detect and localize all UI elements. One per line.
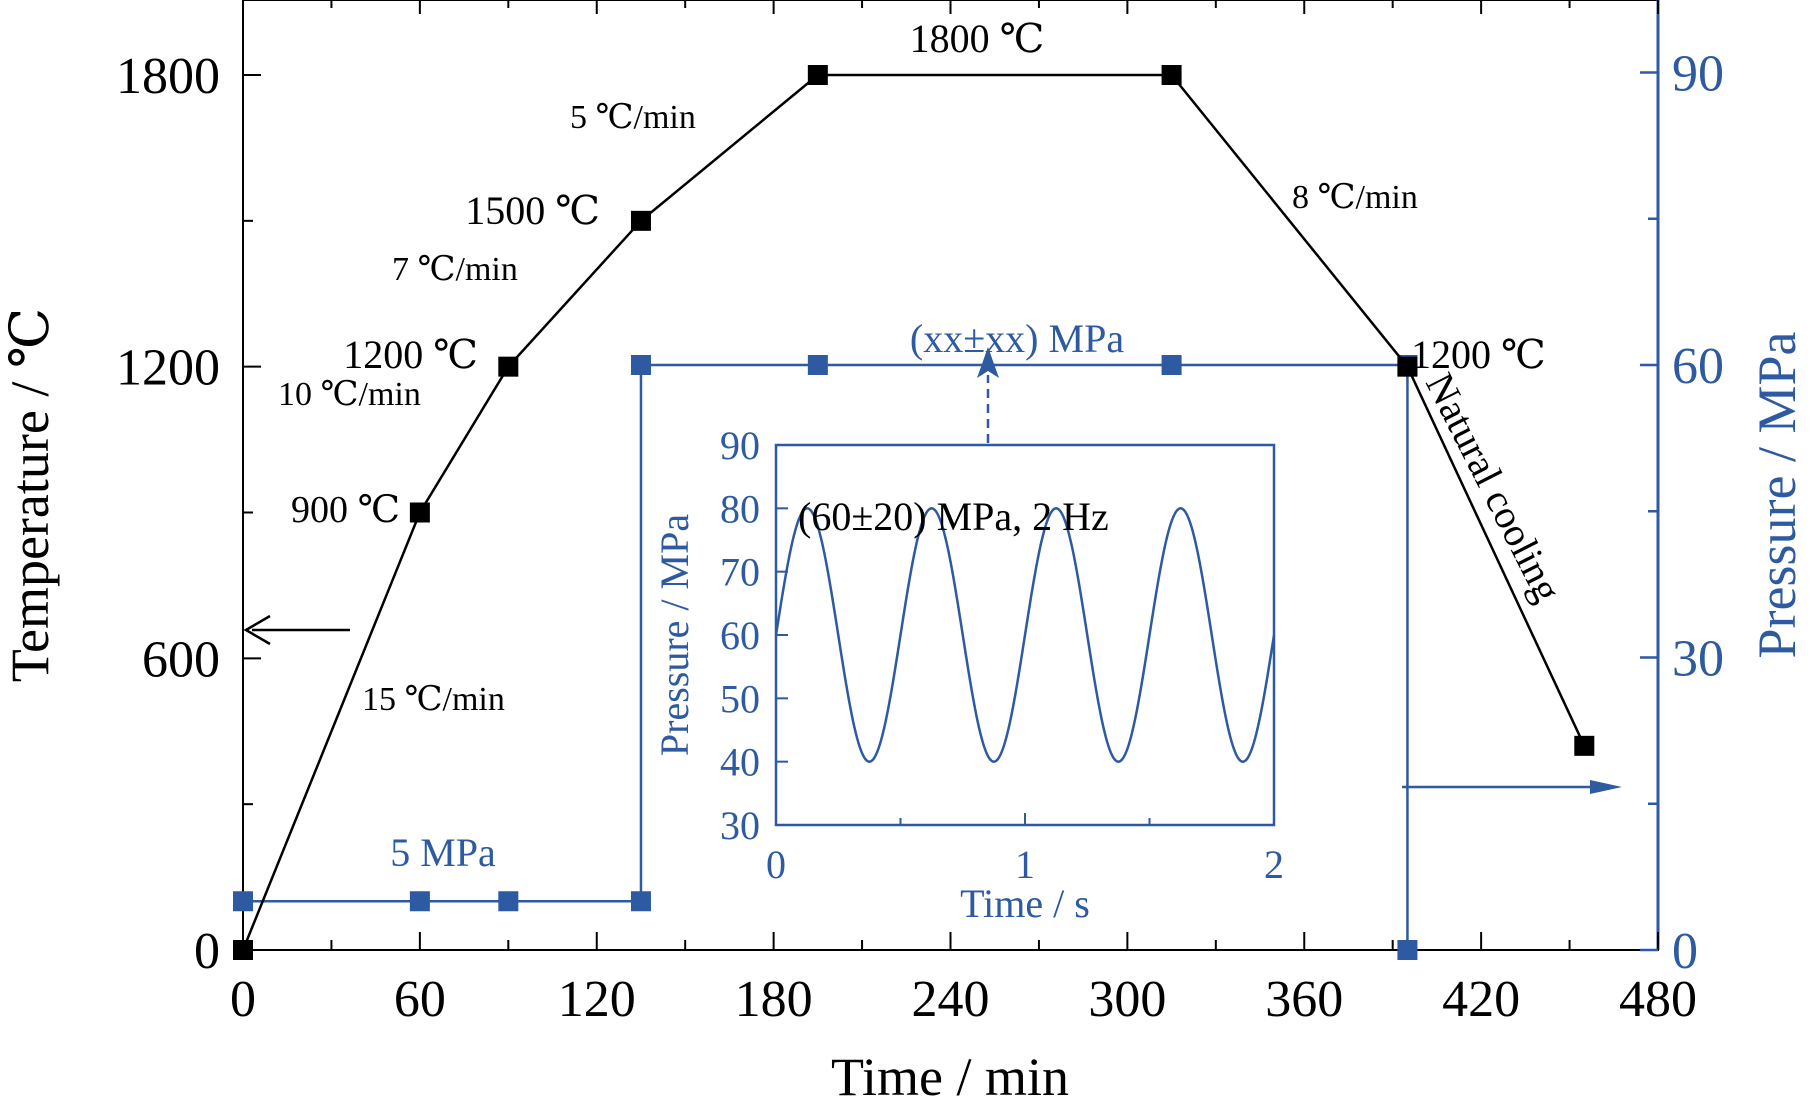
y-left-tick-label: 600 — [142, 631, 220, 688]
pressure-marker — [630, 355, 651, 375]
x-tick-label: 60 — [394, 971, 446, 1028]
temperature-marker — [1397, 356, 1418, 377]
inset-y-tick-label: 50 — [720, 676, 760, 721]
rate-label-8: 8 ℃/min — [1292, 179, 1418, 216]
y-left-tick-label: 0 — [194, 923, 220, 980]
temperature-marker — [807, 65, 828, 85]
temperature-marker — [630, 210, 651, 231]
rate-label-7: 7 ℃/min — [392, 251, 518, 288]
x-tick-label: 180 — [735, 971, 813, 1028]
inset-link-arrowhead — [977, 347, 999, 378]
main-axes: 0 60 120 180 240 300 360 420 4800600120018000306… — [116, 0, 1724, 1028]
x-axis-title: Time / min — [831, 1047, 1069, 1101]
pressure-marker — [409, 891, 430, 912]
x-tick-label: 120 — [558, 971, 636, 1028]
y-right-tick-label: 90 — [1672, 46, 1724, 103]
y-axis-title-right: Pressure / MPa — [1747, 331, 1807, 658]
pressure-marker — [807, 355, 828, 375]
inset-y-tick-label: 90 — [720, 423, 760, 468]
temperature-marker — [1574, 735, 1595, 756]
pressure-marker — [1397, 940, 1418, 960]
temperature-line — [241, 73, 1586, 951]
inset-x-tick-label: 0 — [766, 842, 786, 887]
inset-y-tick-label: 30 — [720, 803, 760, 848]
inset-y-tick-label: 80 — [720, 486, 760, 531]
inset-x-axis-title: Time / s — [960, 881, 1090, 926]
temp-label-1200-cool: 1200 ℃ — [1411, 332, 1546, 377]
y-right-tick-label: 0 — [1672, 923, 1698, 980]
x-tick-label: 360 — [1265, 971, 1343, 1028]
temp-label-900: 900 ℃ — [291, 489, 400, 531]
pressure-marker — [233, 891, 253, 912]
y-left-tick-label: 1800 — [116, 48, 220, 105]
temperature-marker — [1161, 65, 1182, 85]
left-axis-arrowhead — [243, 614, 271, 646]
temperature-marker — [409, 502, 430, 523]
inset-x-tick-label: 2 — [1264, 842, 1284, 887]
inset-y-tick-label: 60 — [720, 613, 760, 658]
pressure-high-label: (xx±xx) MPa — [910, 316, 1124, 361]
temp-label-1500: 1500 ℃ — [465, 188, 600, 233]
y-left-tick-label: 1200 — [116, 340, 220, 397]
inset-sine-wave — [774, 507, 1276, 763]
pressure-low-label: 5 MPa — [390, 830, 496, 875]
x-tick-label: 240 — [912, 971, 990, 1028]
y-right-tick-label: 60 — [1672, 338, 1724, 395]
inset-y-axis-title: Pressure / MPa — [652, 514, 697, 756]
rate-label-10: 10 ℃/min — [278, 376, 421, 413]
y-axis-title-left: Temperature / ℃ — [0, 308, 60, 682]
temperature-marker — [498, 356, 519, 377]
pressure-marker — [498, 891, 519, 912]
inset-x-tick-label: 1 — [1015, 842, 1035, 887]
inset-y-tick-label: 70 — [720, 550, 760, 595]
right-axis-arrowhead — [1590, 780, 1622, 794]
inset-y-tick-label: 40 — [720, 740, 760, 785]
rate-label-15: 15 ℃/min — [362, 681, 505, 718]
rate-label-5: 5 ℃/min — [570, 99, 696, 136]
inset-series — [774, 507, 1276, 763]
main-series — [233, 65, 1595, 960]
pressure-marker — [1161, 355, 1182, 375]
inset-title: (60±20) MPa, 2 Hz — [798, 494, 1109, 539]
x-tick-label: 420 — [1442, 971, 1520, 1028]
natural-cooling-label: Natural cooling — [1417, 366, 1571, 609]
x-tick-label: 480 — [1619, 971, 1697, 1028]
pressure-marker — [630, 891, 651, 912]
y-right-tick-label: 30 — [1672, 631, 1724, 688]
temp-label-1800: 1800 ℃ — [910, 16, 1045, 61]
x-tick-label: 300 — [1088, 971, 1166, 1028]
x-tick-label: 0 — [230, 971, 256, 1028]
temp-label-1200-heat: 1200 ℃ — [343, 332, 478, 377]
temperature-marker — [233, 940, 253, 960]
inset-axes: 0 1 2 30 40 50 60 70 80 90 — [720, 423, 1284, 887]
